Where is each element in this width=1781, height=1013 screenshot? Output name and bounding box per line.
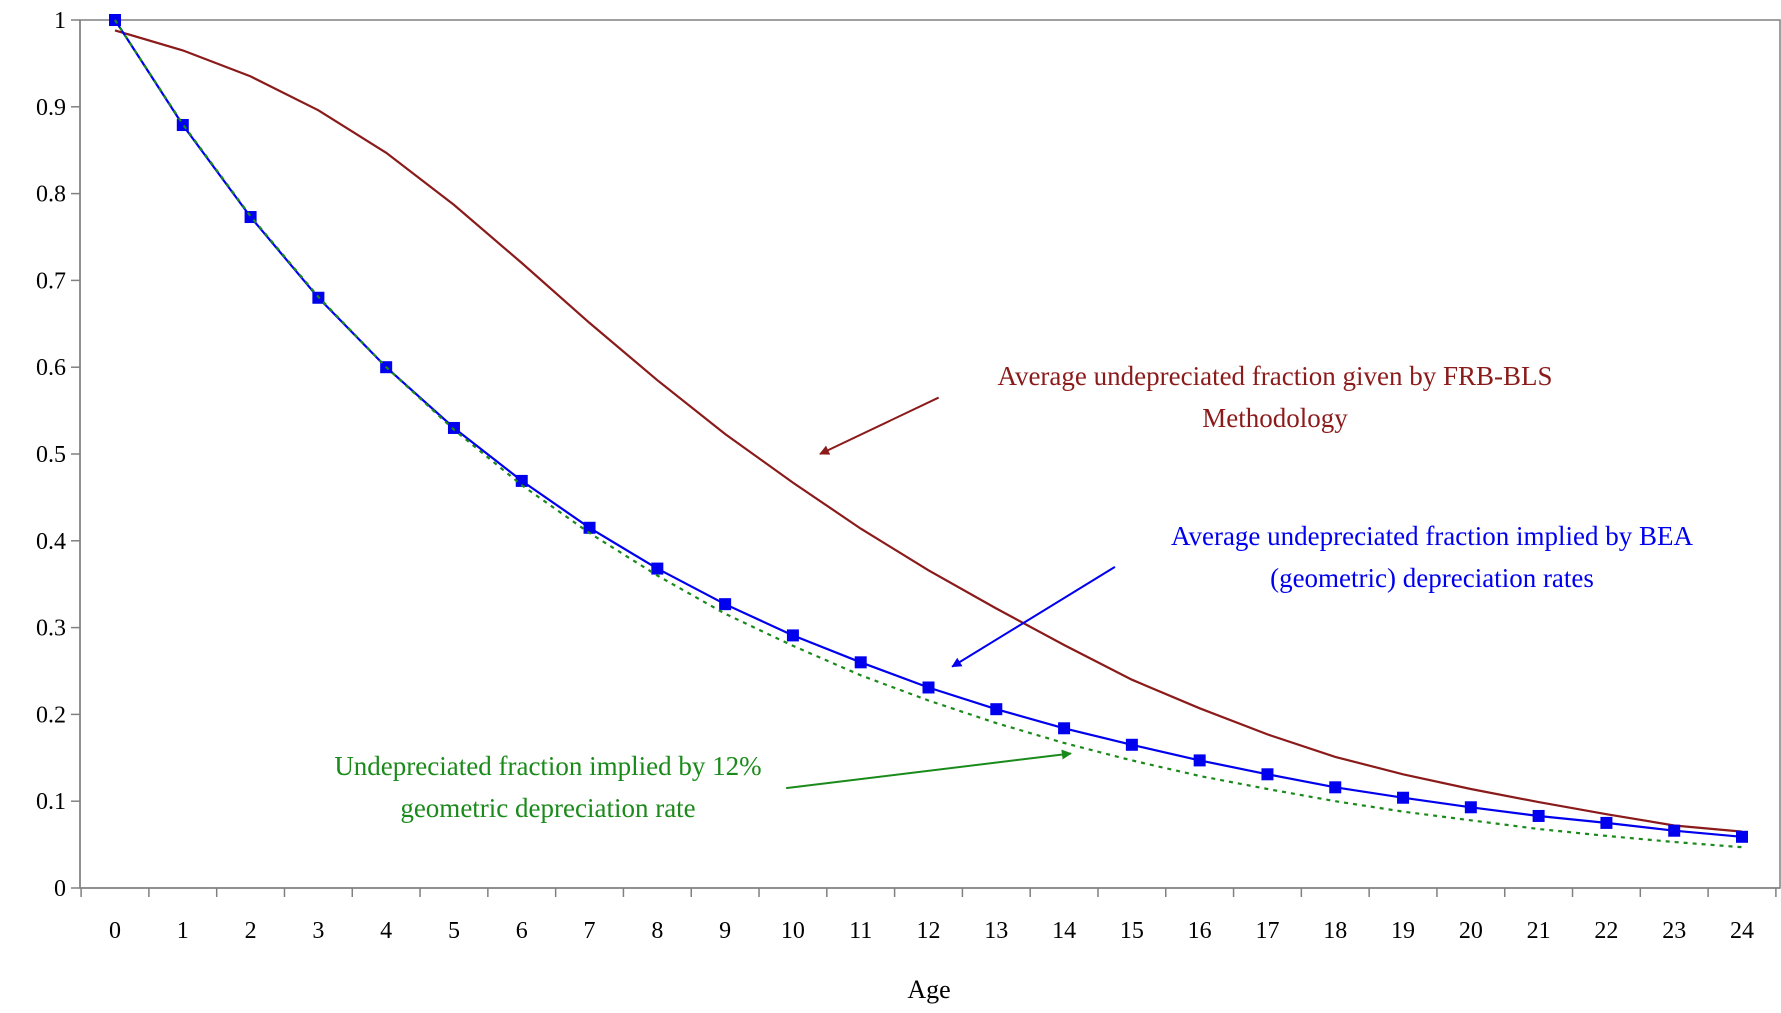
data-point-bea — [1058, 722, 1071, 735]
y-tick-label: 0.1 — [36, 789, 66, 815]
x-tick-label: 1 — [177, 918, 189, 944]
x-tick-label: 2 — [245, 918, 257, 944]
x-tick-label: 7 — [584, 918, 596, 944]
series-line-geo12 — [114, 19, 1743, 849]
x-tick-label: 18 — [1323, 918, 1347, 944]
annotations: Average undepreciated fraction given by … — [334, 361, 1693, 823]
y-tick-label: 0.7 — [36, 268, 66, 294]
data-point-bea — [990, 703, 1003, 716]
x-tick-label: 19 — [1391, 918, 1415, 944]
data-point-bea — [854, 656, 867, 669]
series-line-frb — [114, 29, 1743, 833]
annotation-text-geo12: geometric depreciation rate — [400, 793, 695, 823]
x-tick-label: 13 — [984, 918, 1008, 944]
data-point-bea — [1668, 824, 1681, 837]
x-tick-label: 16 — [1188, 918, 1212, 944]
data-point-bea — [244, 211, 257, 224]
x-tick-label: 22 — [1594, 918, 1618, 944]
x-tick-label: 20 — [1459, 918, 1483, 944]
x-tick-label: 5 — [448, 918, 460, 944]
data-point-bea — [1532, 809, 1545, 822]
data-point-bea — [1261, 768, 1274, 781]
annotation-text-bea: (geometric) depreciation rates — [1270, 563, 1594, 593]
data-point-bea — [176, 119, 189, 132]
y-tick-label: 1 — [54, 8, 66, 34]
x-tick-label: 12 — [917, 918, 941, 944]
data-point-bea — [1329, 781, 1342, 794]
data-point-bea — [651, 562, 664, 575]
y-tick-label: 0.3 — [36, 616, 66, 642]
x-tick-label: 8 — [651, 918, 663, 944]
series-line-bea — [114, 19, 1743, 838]
x-tick-label: 11 — [849, 918, 872, 944]
y-tick-label: 0.2 — [36, 702, 66, 728]
data-point-bea — [447, 421, 460, 434]
x-tick-label: 10 — [781, 918, 805, 944]
data-point-bea — [1193, 754, 1206, 767]
annotation-arrow-frb — [819, 396, 940, 455]
y-tick-label: 0.9 — [36, 95, 66, 121]
x-tick-label: 23 — [1662, 918, 1686, 944]
annotation-text-frb: Methodology — [1202, 403, 1348, 433]
annotation-text-bea: Average undepreciated fraction implied b… — [1171, 521, 1694, 551]
x-tick-label: 6 — [516, 918, 528, 944]
annotation-text-geo12: Undepreciated fraction implied by 12% — [334, 751, 761, 781]
annotation-arrow-bea — [951, 565, 1116, 668]
x-tick-label: 17 — [1255, 918, 1279, 944]
series-group — [109, 14, 1748, 849]
x-tick-label: 9 — [719, 918, 731, 944]
data-point-bea — [1600, 816, 1613, 829]
x-axis-title: Age — [907, 975, 950, 1004]
data-point-bea — [719, 598, 732, 611]
data-point-bea — [922, 681, 935, 694]
x-tick-label: 0 — [109, 918, 121, 944]
x-tick-label: 3 — [312, 918, 324, 944]
x-tick-label: 15 — [1120, 918, 1144, 944]
y-tick-label: 0.4 — [36, 529, 66, 555]
data-point-bea — [1464, 801, 1477, 814]
data-point-bea — [1736, 830, 1748, 843]
y-tick-label: 0 — [54, 876, 66, 902]
data-point-bea — [1125, 738, 1138, 751]
x-tick-label: 4 — [380, 918, 392, 944]
y-tick-label: 0.8 — [36, 182, 66, 208]
data-point-bea — [583, 521, 596, 534]
data-point-bea — [786, 629, 799, 642]
annotation-arrow-geo12 — [786, 749, 1072, 790]
axes: 00.10.20.30.40.50.60.70.80.910 1 2 3 4 5 6 7 8 9 1… — [36, 8, 1780, 944]
annotation-text-frb: Average undepreciated fraction given by … — [997, 361, 1552, 391]
x-tick-label: 24 — [1730, 918, 1754, 944]
x-tick-label: 14 — [1052, 918, 1076, 944]
y-tick-label: 0.5 — [36, 442, 66, 468]
y-tick-label: 0.6 — [36, 355, 66, 381]
x-tick-label: 21 — [1527, 918, 1551, 944]
data-point-bea — [515, 474, 528, 487]
data-point-bea — [1397, 791, 1410, 804]
